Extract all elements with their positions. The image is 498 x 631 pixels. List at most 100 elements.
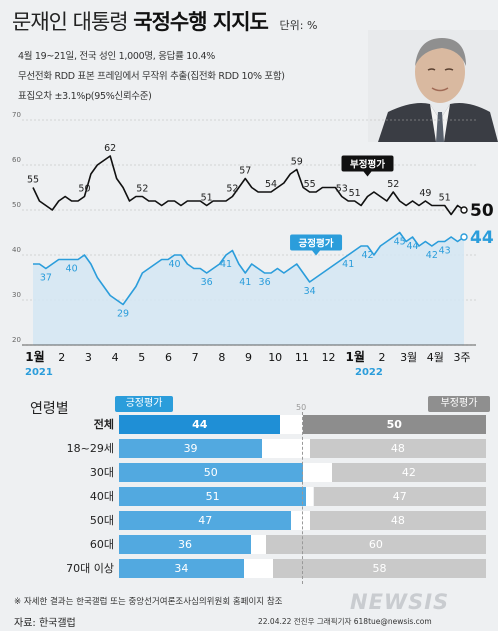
svg-text:부정평가: 부정평가	[350, 159, 385, 171]
undecided-bar	[306, 487, 314, 506]
age-label: 18~29세	[66, 442, 114, 455]
positive-data-label: 40	[168, 259, 180, 270]
midline-label: 50	[296, 403, 307, 412]
undecided-bar	[302, 463, 332, 482]
negative-data-label: 51	[349, 188, 361, 199]
year-label-2021: 2021	[25, 367, 53, 378]
positive-data-label: 41	[220, 259, 232, 270]
negative-data-label: 62	[104, 143, 116, 154]
x-tick-label: 4월	[427, 351, 444, 364]
age-row: 60대 36 60	[0, 535, 498, 554]
x-tick-label: 7	[192, 351, 199, 364]
x-tick-label: 3	[85, 351, 92, 364]
x-tick-label: 8	[218, 351, 225, 364]
negative-data-label: 51	[201, 193, 213, 204]
positive-bar: 51	[119, 487, 307, 506]
age-label: 60대	[89, 538, 114, 551]
undecided-bar	[262, 439, 310, 458]
survey-info-1: 4월 19~21일, 전국 성인 1,000명, 응답률 10.4%	[18, 51, 215, 62]
age-row: 30대 50 42	[0, 463, 498, 482]
end-point	[460, 233, 468, 241]
undecided-bar	[251, 535, 266, 554]
survey-info-3: 표집오차 ±3.1%p(95%신뢰수준)	[18, 91, 152, 102]
x-tick-label: 6	[165, 351, 172, 364]
newsis-logo: NEWSIS	[350, 590, 450, 614]
positive-series-tag: 긍정평가	[290, 234, 343, 256]
positive-data-label: 41	[239, 277, 251, 288]
positive-data-label: 42	[361, 250, 373, 261]
president-portrait	[368, 30, 498, 142]
x-tick-label: 2	[58, 351, 65, 364]
positive-data-label: 29	[117, 309, 129, 320]
negative-data-label: 53	[336, 184, 348, 195]
x-tick-label: 3주	[453, 351, 470, 364]
footnote: ※ 자세한 결과는 한국갤럽 또는 중앙선거여론조사심의위원회 홈페이지 참조	[14, 597, 283, 607]
age-row: 50대 47 48	[0, 511, 498, 530]
negative-bar: 60	[265, 535, 486, 554]
negative-data-label: 50	[78, 184, 90, 195]
age-label: 70대 이상	[66, 562, 114, 575]
y-tick-label: 60	[12, 156, 21, 164]
x-tick-label: 3월	[400, 351, 417, 364]
year-label-2022: 2022	[355, 367, 383, 378]
age-section-title: 연령별	[30, 401, 69, 417]
x-tick-label: 10	[268, 351, 282, 364]
svg-text:긍정평가: 긍정평가	[299, 238, 334, 250]
y-tick-label: 20	[12, 336, 21, 344]
unit-label: 단위: %	[279, 19, 318, 32]
title-part2: 국정수행 지지도	[133, 10, 269, 34]
x-tick-label: 12	[322, 351, 336, 364]
positive-data-label: 40	[66, 264, 78, 275]
y-tick-label: 70	[12, 111, 21, 119]
positive-end-label: 44	[470, 228, 494, 248]
negative-bar: 50	[302, 415, 486, 434]
age-label: 40대	[89, 490, 114, 503]
undecided-bar	[243, 559, 274, 578]
end-point	[460, 206, 468, 214]
y-tick-label: 50	[12, 201, 21, 209]
positive-bar: 47	[119, 511, 292, 530]
negative-series-tag: 부정평가	[341, 155, 394, 177]
positive-line	[33, 231, 465, 306]
positive-bar: 39	[119, 439, 263, 458]
survey-info-2: 무선전화 RDD 표본 프레임에서 무작위 추출(집전화 RDD 10% 포함)	[18, 71, 285, 82]
negative-data-label: 55	[304, 179, 316, 190]
positive-bar: 34	[119, 559, 244, 578]
x-tick-label: 1월	[346, 349, 365, 364]
positive-area	[33, 232, 464, 345]
negative-bar: 48	[309, 511, 486, 530]
positive-bar: 50	[119, 463, 303, 482]
positive-data-label: 43	[439, 246, 451, 257]
legend-negative: 부정평가	[428, 396, 490, 412]
age-label: 50대	[89, 514, 114, 527]
negative-data-label: 52	[136, 184, 148, 195]
negative-data-label: 55	[27, 175, 39, 186]
undecided-bar	[291, 511, 310, 530]
negative-bar: 42	[331, 463, 486, 482]
negative-data-label: 52	[226, 184, 238, 195]
y-tick-label: 40	[12, 246, 21, 254]
x-tick-label: 11	[295, 351, 309, 364]
negative-data-label: 51	[439, 193, 451, 204]
legend-positive: 긍정평가	[115, 396, 173, 412]
positive-data-label: 36	[259, 277, 271, 288]
negative-data-label: 57	[239, 166, 251, 177]
title-part1: 문재인 대통령	[12, 10, 129, 34]
negative-data-label: 59	[291, 157, 303, 168]
negative-line	[32, 155, 465, 216]
midline	[302, 412, 303, 584]
negative-bar: 58	[273, 559, 486, 578]
positive-data-label: 45	[394, 237, 406, 248]
positive-data-label: 44	[406, 241, 418, 252]
source: 자료: 한국갤럽	[14, 618, 76, 629]
negative-end-label: 50	[470, 201, 494, 221]
age-label: 전체	[93, 418, 114, 431]
age-row: 70대 이상 34 58	[0, 559, 498, 578]
negative-bar: 48	[309, 439, 486, 458]
positive-data-label: 42	[426, 250, 438, 261]
positive-data-label: 34	[304, 286, 316, 297]
x-tick-label: 4	[112, 351, 119, 364]
x-tick-label: 1월	[25, 349, 44, 364]
